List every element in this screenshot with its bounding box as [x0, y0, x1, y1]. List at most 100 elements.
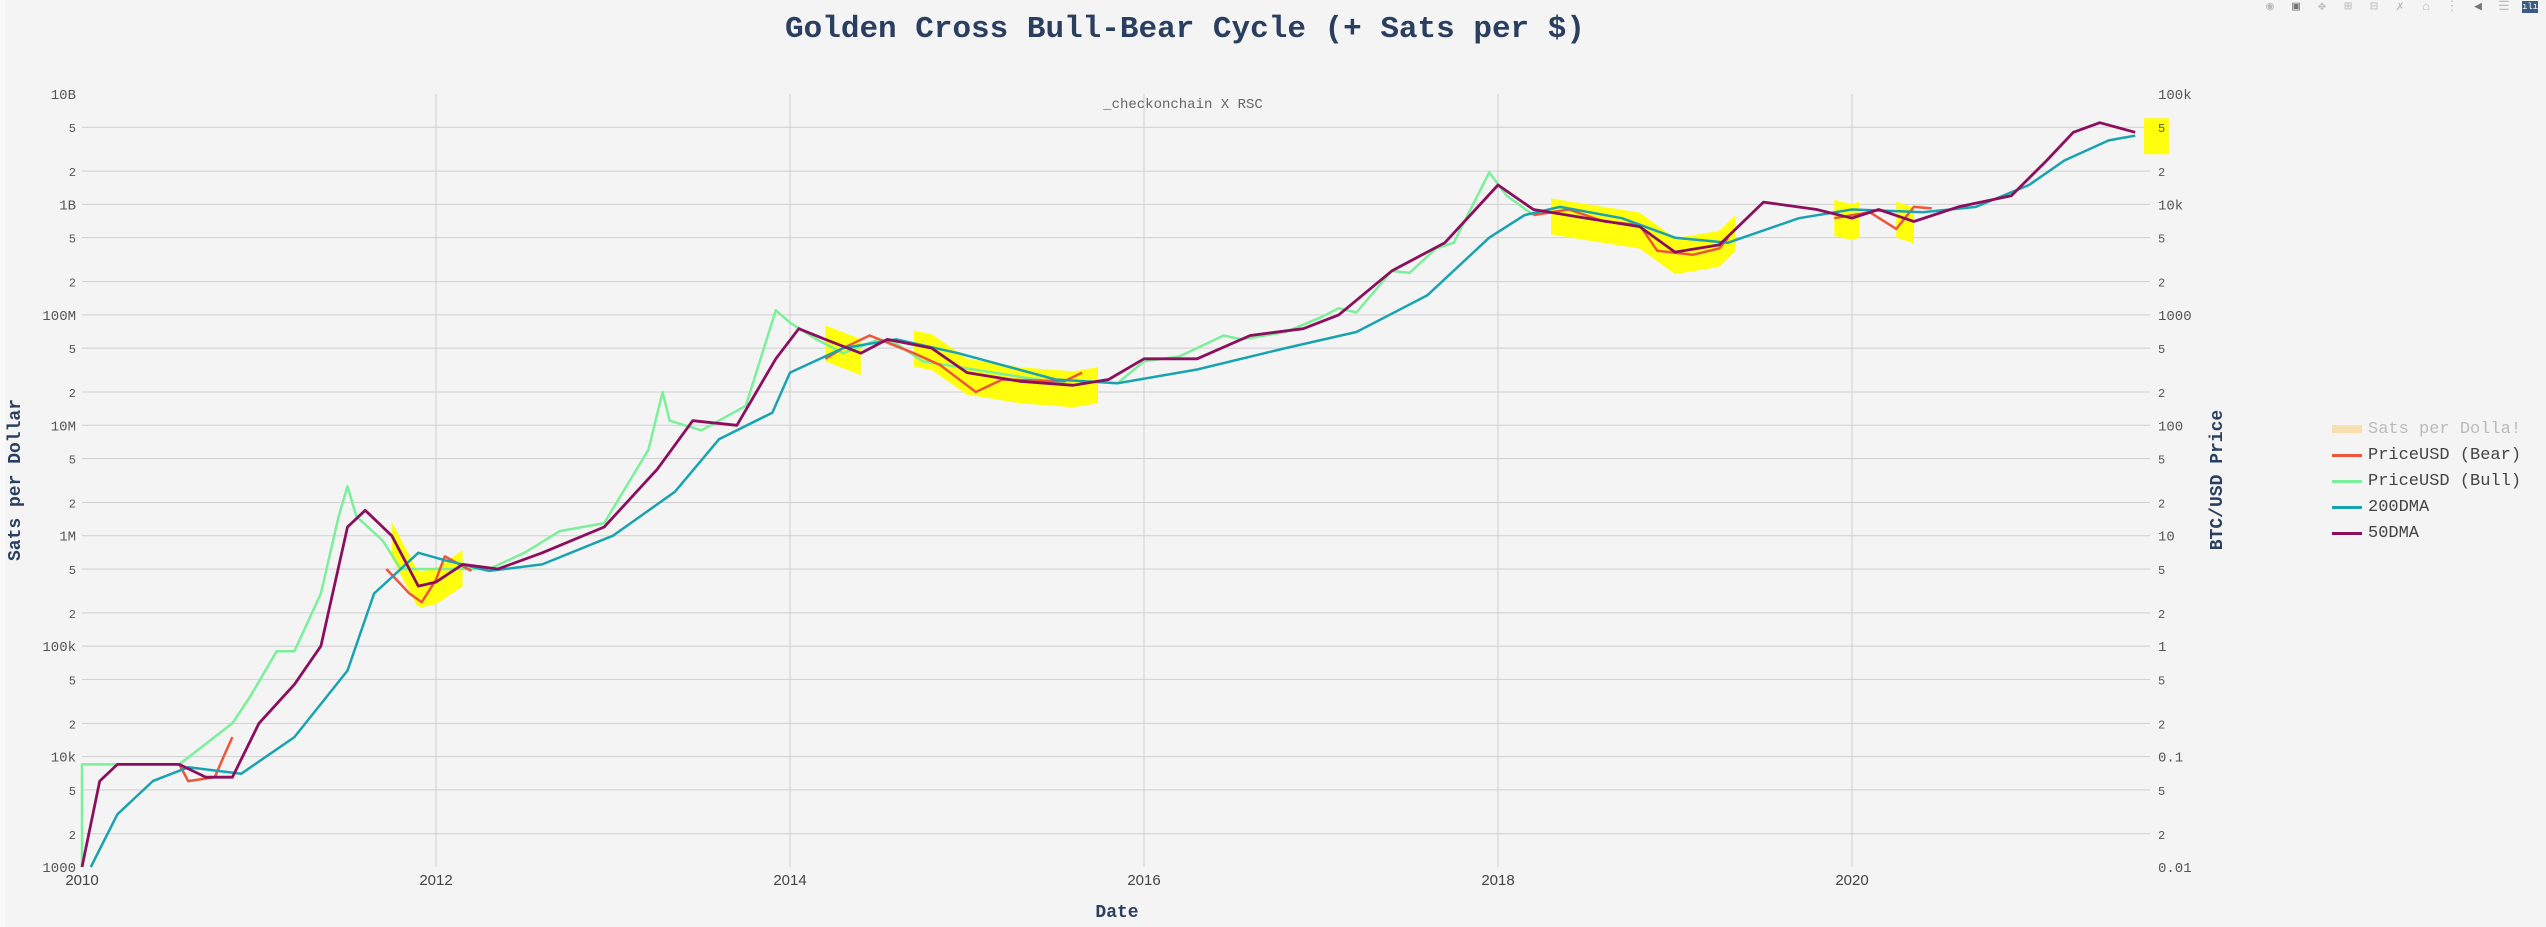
y-left-tick-label: 10B [51, 88, 76, 104]
y-right-tick-label: 2 [2158, 166, 2165, 180]
y-right-tick-label: 5 [2158, 674, 2165, 688]
y-right-tick-label: 2 [2158, 608, 2165, 622]
spike-lines-icon[interactable]: ⋮ [2445, 0, 2459, 14]
legend-swatch [2332, 531, 2362, 535]
y-right-tick-label: 10k [2158, 198, 2183, 214]
sats-band [1834, 199, 1860, 241]
y-right-tick-label: 5 [2158, 564, 2165, 578]
home-icon[interactable]: ⌂ [2422, 0, 2430, 14]
legend: Sats per Dolla! PriceUSD (Bear) PriceUSD (… [2332, 416, 2521, 546]
priceusd-bear--line [824, 334, 1083, 394]
legend-swatch [2332, 453, 2362, 457]
x-tick-label: 2010 [65, 872, 98, 889]
legend-label: PriceUSD (Bear) [2368, 445, 2522, 465]
sats-band [391, 521, 463, 608]
y-left-tick-label: 2 [69, 497, 76, 511]
series-lines [80, 121, 2136, 868]
x-tick-label: 2016 [1127, 872, 1160, 889]
y-right-tick-label: 5 [2158, 785, 2165, 799]
y-left-tick-label: 5 [69, 233, 76, 247]
axis-ticks: 2010 2012 2014 2016 2018 2020 0.01 1000 2 2 5 5 0.1 1… [42, 88, 2191, 889]
y-left-tick-label: 2 [69, 829, 76, 843]
y-left-tick-label: 1M [59, 530, 76, 546]
gridlines [82, 94, 2150, 867]
priceusd-bear--line [1533, 208, 1730, 257]
y-right-tick-label: 2 [2158, 718, 2165, 732]
y-left-tick-label: 5 [69, 122, 76, 136]
y-right-tick-label: 5 [2158, 343, 2165, 357]
legend-item-50dma[interactable]: 50DMA [2332, 520, 2521, 546]
y-left-tick-label: 100M [42, 309, 76, 325]
legend-label: 50DMA [2368, 523, 2420, 543]
chart-title: Golden Cross Bull-Bear Cycle (+ Sats per… [785, 12, 1585, 47]
y-left-tick-label: 2 [69, 718, 76, 732]
y-right-tick-label: 2 [2158, 277, 2165, 291]
x-tick-label: 2014 [773, 872, 806, 889]
legend-swatch [2332, 425, 2362, 433]
legend-item-200dma[interactable]: 200DMA [2332, 494, 2521, 520]
y-right-tick-label: 100 [2158, 419, 2183, 435]
y-left-tick-label: 2 [69, 608, 76, 622]
y-left-tick-label: 5 [69, 564, 76, 578]
y-left-tick-label: 1000 [42, 861, 76, 877]
200dma-line [89, 134, 2136, 868]
watermark-annotation: _checkonchain X RSC [1102, 97, 1263, 113]
camera-icon[interactable]: ◉ [2266, 0, 2274, 14]
x-tick-label: 2020 [1835, 872, 1868, 889]
y-right-tick-label: 1 [2158, 640, 2166, 656]
y-right-tick-label: 2 [2158, 497, 2165, 511]
y-left-tick-label: 5 [69, 454, 76, 468]
x-tick-label: 2018 [1481, 872, 1514, 889]
priceusd-bear--line [1834, 205, 1932, 231]
y-right-tick-label: 5 [2158, 454, 2165, 468]
legend-swatch [2332, 505, 2362, 509]
legend-swatch [2332, 479, 2362, 483]
y-left-tick-label: 2 [69, 166, 76, 180]
autoscale-icon[interactable]: ✗ [2396, 0, 2404, 14]
x-tick-label: 2012 [419, 872, 452, 889]
y-left-tick-label: 2 [69, 387, 76, 401]
legend-item-priceusd-bear-[interactable]: PriceUSD (Bear) [2332, 442, 2521, 468]
legend-item-sats-per-dolla-[interactable]: Sats per Dolla! [2332, 416, 2521, 442]
zoom-in-icon[interactable]: ⊞ [2344, 0, 2352, 14]
y-axis-right-title: BTC/USD Price [2208, 410, 2228, 550]
y-left-tick-label: 5 [69, 674, 76, 688]
y-left-tick-label: 10k [51, 751, 76, 767]
plotly-logo[interactable]: ılı [2522, 1, 2539, 13]
hover-closest-icon[interactable]: ◀ [2474, 0, 2482, 14]
y-right-tick-label: 10 [2158, 530, 2175, 546]
y-right-tick-label: 2 [2158, 829, 2165, 843]
legend-label: 200DMA [2368, 497, 2430, 517]
priceusd-bull--line [80, 171, 1535, 867]
legend-item-priceusd-bull-[interactable]: PriceUSD (Bull) [2332, 468, 2521, 494]
sats-band [2144, 118, 2169, 155]
legend-label: PriceUSD (Bull) [2368, 471, 2522, 491]
y-left-tick-label: 10M [51, 419, 76, 435]
hover-compare-icon[interactable]: ☰ [2498, 0, 2510, 14]
sats-band [825, 325, 861, 376]
y-right-tick-label: 5 [2158, 233, 2165, 247]
sats-per-dollar-highlights [391, 118, 2169, 608]
50dma-line [80, 121, 2136, 868]
pan-icon[interactable]: ✥ [2318, 0, 2326, 14]
y-left-tick-label: 5 [69, 343, 76, 357]
y-right-tick-label: 5 [2158, 122, 2165, 136]
zoom-out-icon[interactable]: ⊟ [2370, 0, 2378, 14]
y-left-tick-label: 5 [69, 785, 76, 799]
y-right-tick-label: 1000 [2158, 309, 2192, 325]
sats-band [1896, 201, 1914, 244]
zoom-icon[interactable]: ▣ [2292, 0, 2300, 14]
y-right-tick-label: 0.1 [2158, 751, 2183, 767]
left-edge-strip [0, 0, 5, 927]
y-right-tick-label: 100k [2158, 88, 2192, 104]
priceusd-bear--line [385, 555, 472, 604]
sats-band [913, 330, 1098, 408]
y-left-tick-label: 1B [59, 198, 76, 214]
y-left-tick-label: 100k [42, 640, 76, 656]
modebar: ◉ ▣ ✥ ⊞ ⊟ ✗ ⌂ ⋮ ◀ ☰ ılı [2262, 0, 2538, 14]
x-axis-title: Date [1095, 903, 1138, 923]
y-axis-left-title: Sats per Dollar [6, 399, 26, 561]
legend-label: Sats per Dolla! [2368, 419, 2522, 439]
y-left-tick-label: 2 [69, 277, 76, 291]
